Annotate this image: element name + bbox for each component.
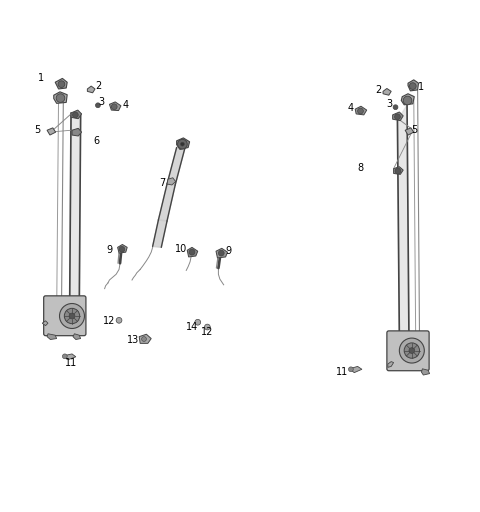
Text: 14: 14 [186,322,198,332]
Polygon shape [47,128,56,135]
Text: 5: 5 [34,125,41,135]
Text: 4: 4 [123,100,129,110]
Polygon shape [73,334,81,339]
Circle shape [195,319,201,325]
Text: 8: 8 [357,163,363,173]
Circle shape [111,104,117,110]
Text: 6: 6 [93,136,99,146]
Polygon shape [118,245,127,253]
Circle shape [348,367,353,372]
Polygon shape [216,248,228,258]
Circle shape [358,108,363,114]
Polygon shape [109,102,121,111]
Text: 3: 3 [387,99,393,110]
FancyBboxPatch shape [44,296,86,336]
Polygon shape [394,167,403,175]
Circle shape [96,103,100,108]
Circle shape [69,313,75,319]
Polygon shape [47,334,57,339]
Circle shape [204,324,210,330]
Polygon shape [187,247,198,257]
Text: 11: 11 [65,357,77,368]
Polygon shape [158,184,175,221]
Circle shape [404,343,420,358]
Polygon shape [87,86,95,93]
Circle shape [142,337,146,342]
Text: 5: 5 [411,125,418,135]
Circle shape [180,142,184,146]
Circle shape [403,96,412,105]
Polygon shape [72,129,82,136]
Text: 2: 2 [375,86,382,95]
Polygon shape [388,361,394,368]
Circle shape [60,304,84,329]
Circle shape [395,168,401,174]
Polygon shape [55,78,67,89]
Text: 13: 13 [127,335,140,345]
Polygon shape [408,80,419,91]
Text: 12: 12 [201,327,214,337]
Polygon shape [71,110,82,119]
Text: 9: 9 [107,245,112,255]
Polygon shape [153,220,167,247]
Circle shape [395,114,400,120]
Polygon shape [139,334,151,344]
Circle shape [119,246,125,252]
FancyBboxPatch shape [387,331,429,371]
Circle shape [64,308,80,324]
Circle shape [189,249,195,255]
Circle shape [116,317,122,323]
Text: 9: 9 [226,246,231,256]
Polygon shape [401,94,414,105]
Circle shape [62,354,67,359]
Polygon shape [393,112,403,121]
Circle shape [409,348,415,353]
Polygon shape [70,113,81,316]
Text: 1: 1 [38,73,44,83]
Circle shape [218,250,224,256]
Text: 4: 4 [348,103,353,113]
Text: 1: 1 [419,82,424,92]
Text: 12: 12 [103,316,116,326]
Polygon shape [167,178,176,185]
Polygon shape [177,138,190,150]
Text: 3: 3 [99,97,105,108]
Text: 11: 11 [336,367,348,377]
Polygon shape [421,369,430,375]
Circle shape [178,139,187,149]
Circle shape [58,81,65,88]
Polygon shape [349,367,362,373]
Polygon shape [54,92,67,103]
Polygon shape [397,105,409,337]
Polygon shape [63,354,76,359]
Polygon shape [383,89,391,95]
Circle shape [393,105,398,110]
Text: 7: 7 [159,178,166,188]
Circle shape [56,94,65,102]
Polygon shape [405,128,414,135]
Circle shape [409,83,416,90]
Polygon shape [167,147,185,185]
Polygon shape [42,321,48,326]
Text: 10: 10 [175,244,188,254]
Polygon shape [355,106,367,115]
Text: 2: 2 [95,80,102,91]
Circle shape [399,338,424,363]
Circle shape [72,112,78,118]
